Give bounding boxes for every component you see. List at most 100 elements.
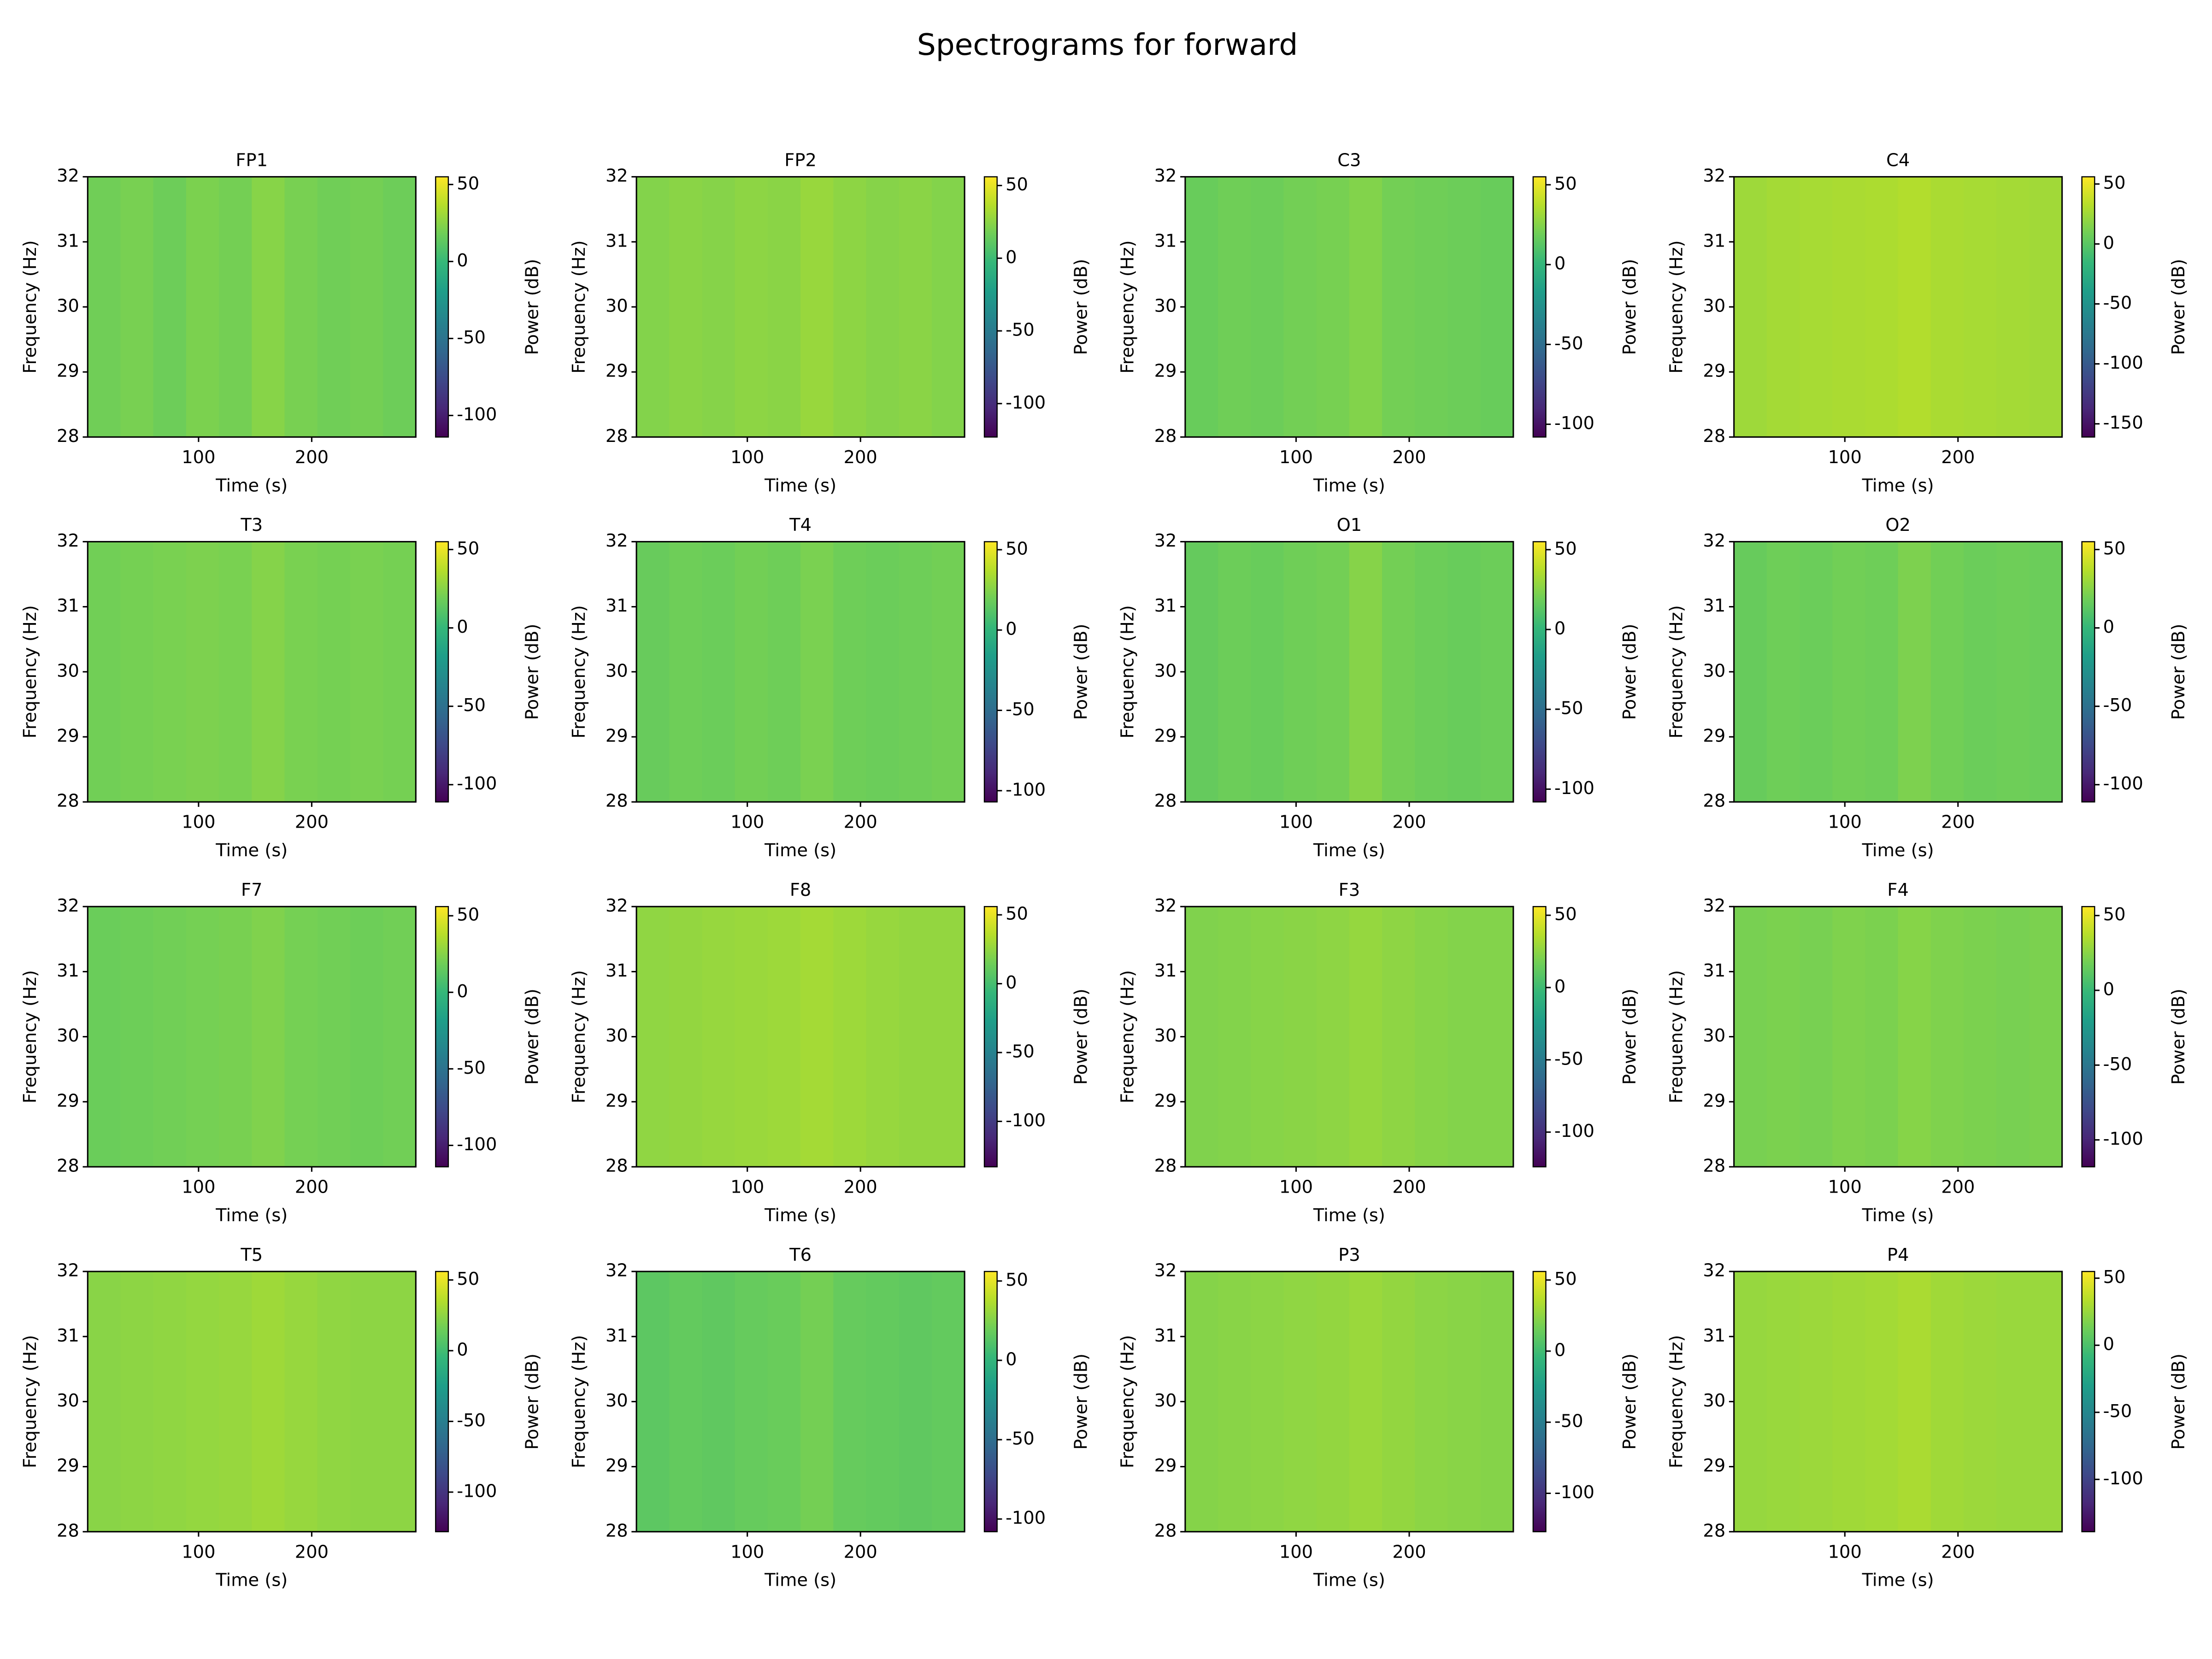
- heatmap-cell: [1382, 541, 1416, 802]
- y-tick-label: 29: [606, 361, 628, 382]
- heatmap-cell: [1800, 541, 1833, 802]
- colorbar-tick-label: -100: [1006, 779, 1046, 800]
- heatmap-cell: [1800, 906, 1833, 1167]
- colorbar-tick-label: 50: [1006, 904, 1028, 924]
- x-tick-label: 200: [844, 1177, 877, 1198]
- heatmap-cell: [636, 176, 670, 437]
- heatmap-cell: [1996, 541, 2030, 802]
- y-tick-label: 28: [606, 791, 628, 812]
- heatmap-cell: [350, 541, 384, 802]
- heatmap-cell: [1447, 176, 1481, 437]
- heatmap-cell: [669, 176, 703, 437]
- y-tick-label: 32: [606, 895, 628, 916]
- heatmap-cell: [317, 176, 351, 437]
- colorbar-tick-label: 50: [457, 905, 479, 925]
- y-tick-label: 28: [1154, 1155, 1177, 1176]
- x-tick-label: 100: [730, 812, 764, 833]
- colorbar-tick-label: -50: [457, 1410, 486, 1431]
- y-tick-label: 30: [1703, 660, 1725, 681]
- colorbar-tick-label: 0: [457, 617, 468, 637]
- subplot-title: T6: [789, 1245, 812, 1265]
- y-tick-label: 30: [1703, 1390, 1725, 1411]
- heatmap-cell: [120, 176, 154, 437]
- x-axis-label: Time (s): [1862, 1205, 1934, 1226]
- y-tick-label: 30: [606, 1025, 628, 1046]
- colorbar-tick-label: 0: [1554, 1340, 1565, 1360]
- heatmap-cell: [767, 1271, 801, 1532]
- x-axis-label: Time (s): [1862, 1570, 1934, 1591]
- colorbar-tick-label: -100: [1554, 778, 1594, 799]
- y-tick-label: 28: [606, 426, 628, 447]
- y-tick-label: 31: [606, 230, 628, 251]
- x-tick-label: 100: [1279, 1177, 1313, 1198]
- x-axis-label: Time (s): [215, 1570, 288, 1591]
- axes-frame: [635, 906, 965, 1168]
- y-tick-label: 30: [606, 660, 628, 681]
- x-tick-label: 100: [1828, 812, 1862, 833]
- colorbar-label: Power (dB): [1071, 1353, 1091, 1450]
- y-axis-label: Frequency (Hz): [569, 240, 589, 373]
- y-tick-label: 30: [606, 295, 628, 316]
- y-axis-label: Frequency (Hz): [20, 970, 41, 1103]
- subplot-title: F3: [1339, 880, 1360, 900]
- colorbar: [1532, 176, 1547, 438]
- y-tick-label: 30: [57, 660, 79, 681]
- heatmap-cell: [1964, 176, 1997, 437]
- heatmap-cell: [252, 1271, 285, 1532]
- heatmap-cell: [866, 1271, 900, 1532]
- heatmap-cell: [931, 176, 965, 437]
- y-tick-label: 31: [1703, 1325, 1725, 1346]
- colorbar: [435, 541, 449, 803]
- subplot-title: FP2: [784, 150, 817, 171]
- heatmap-cell: [1996, 1271, 2030, 1532]
- heatmap-cell: [899, 1271, 932, 1532]
- heatmap-cell: [1766, 176, 1800, 437]
- subplot-title: F7: [241, 880, 262, 900]
- heatmap-cell: [1898, 541, 1931, 802]
- colorbar: [2081, 906, 2095, 1168]
- x-tick-label: 100: [730, 1177, 764, 1198]
- colorbar-tick-label: -100: [1006, 1508, 1046, 1529]
- heatmap-cell: [1349, 906, 1382, 1167]
- y-tick-label: 32: [1703, 1260, 1725, 1281]
- axes-frame: [635, 176, 965, 438]
- heatmap-cell: [120, 541, 154, 802]
- heatmap-cell: [1480, 541, 1514, 802]
- colorbar-tick-label: 50: [1554, 538, 1577, 559]
- heatmap-cell: [669, 1271, 703, 1532]
- colorbar-tick-label: 50: [1554, 904, 1577, 925]
- y-tick-label: 32: [1154, 165, 1177, 186]
- y-axis-label: Frequency (Hz): [1666, 605, 1687, 738]
- heatmap-cell: [317, 906, 351, 1167]
- y-axis-label: Frequency (Hz): [20, 1335, 41, 1468]
- y-tick-label: 28: [1154, 1520, 1177, 1541]
- colorbar-tick-label: 50: [2103, 173, 2126, 194]
- colorbar-tick-label: -100: [457, 1481, 497, 1501]
- heatmap-cell: [1766, 541, 1800, 802]
- y-tick-label: 32: [606, 1260, 628, 1281]
- heatmap-cell: [1930, 176, 1964, 437]
- x-tick-label: 200: [295, 1177, 329, 1198]
- heatmap-cell: [1251, 541, 1284, 802]
- y-tick-label: 29: [1703, 1455, 1725, 1476]
- y-tick-label: 29: [57, 725, 79, 746]
- colorbar-tick-label: 50: [457, 1269, 479, 1289]
- colorbar-tick-label: 0: [2103, 233, 2114, 253]
- x-tick-label: 200: [295, 447, 329, 468]
- y-tick-label: 29: [1154, 1455, 1177, 1476]
- y-tick-label: 31: [1154, 230, 1177, 251]
- x-axis-label: Time (s): [215, 1205, 288, 1226]
- heatmap-cell: [219, 176, 253, 437]
- heatmap-cell: [1996, 176, 2030, 437]
- heatmap-cell: [1382, 1271, 1416, 1532]
- y-tick-label: 29: [57, 1090, 79, 1111]
- heatmap-cell: [931, 541, 965, 802]
- heatmap-cell: [1898, 906, 1931, 1167]
- heatmap-cell: [669, 541, 703, 802]
- y-tick-label: 32: [1154, 530, 1177, 551]
- heatmap-cell: [931, 906, 965, 1167]
- x-tick-label: 100: [182, 447, 215, 468]
- heatmap-cell: [1382, 176, 1416, 437]
- heatmap-cell: [702, 906, 735, 1167]
- colorbar-label: Power (dB): [2168, 259, 2189, 355]
